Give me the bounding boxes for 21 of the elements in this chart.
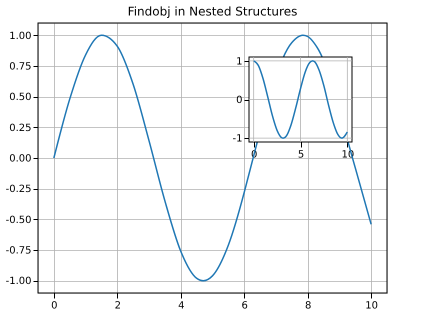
y-tick-label: -0.25 [6, 184, 32, 196]
x-tick-label: 6 [242, 300, 248, 312]
y-tick-label: 0.00 [9, 154, 32, 164]
y-tick-label: -0.50 [6, 214, 32, 226]
x-tick-label: 2 [114, 300, 122, 312]
x-tick-label: 8 [304, 300, 312, 312]
x-tick-label: 4 [178, 300, 184, 312]
x-tick-label: 10 [365, 300, 378, 312]
line-series [252, 60, 348, 139]
chart-title: Findobj in Nested Structures [128, 4, 298, 18]
y-tick-label: -0.75 [6, 246, 32, 257]
y-tick-label: 1 [236, 56, 242, 68]
y-tick-label: -1 [232, 134, 242, 145]
y-tick-label: 1.00 [9, 30, 32, 42]
y-tick-label: 0.25 [9, 122, 32, 134]
y-tick-label: 0.50 [9, 92, 32, 104]
x-tick-label: 0 [51, 300, 58, 312]
y-tick-label: 0 [236, 95, 242, 106]
y-tick-label: 0.75 [9, 61, 32, 72]
y-tick-label: -1.00 [6, 276, 32, 288]
x-tick-label: 5 [298, 150, 304, 160]
